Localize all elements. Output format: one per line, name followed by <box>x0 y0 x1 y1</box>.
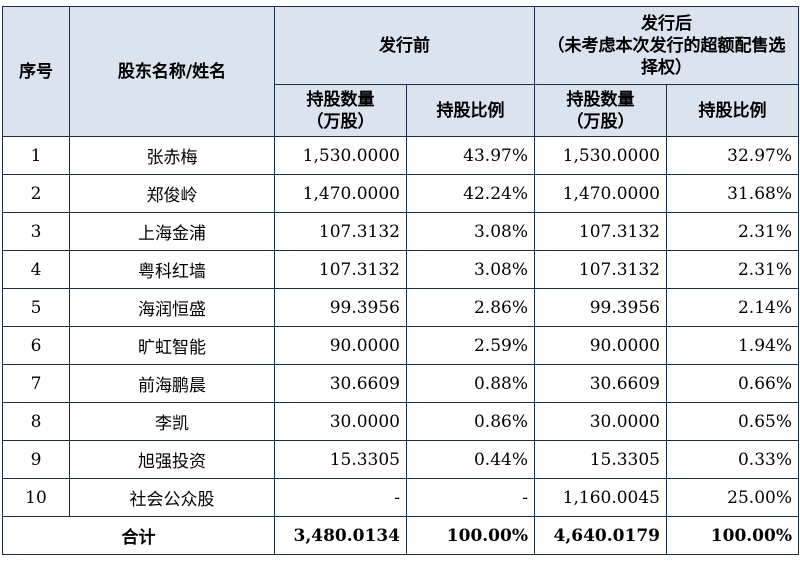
cell-before-ratio: 2.59% <box>406 326 535 365</box>
cell-before-ratio: - <box>406 478 535 517</box>
cell-before-ratio: 2.86% <box>406 288 535 327</box>
cell-seq: 10 <box>2 478 70 517</box>
header-before-issuance: 发行前 <box>274 6 535 85</box>
cell-after-shares: 107.3132 <box>534 250 667 289</box>
header-before-shares-unit: （万股） <box>306 111 375 132</box>
cell-name: 张赤梅 <box>69 136 275 175</box>
cell-after-ratio: 25.00% <box>666 478 799 517</box>
cell-before-ratio: 3.08% <box>406 212 535 251</box>
table-row: 2 郑俊岭 1,470.0000 42.24% 1,470.0000 31.68… <box>2 174 799 213</box>
total-row: 合计 3,480.0134 100.00% 4,640.0179 100.00% <box>2 516 799 555</box>
cell-after-ratio: 0.66% <box>666 364 799 403</box>
cell-before-shares: 30.6609 <box>274 364 407 403</box>
cell-name: 前海鹏晨 <box>69 364 275 403</box>
cell-before-ratio: 42.24% <box>406 174 535 213</box>
total-after-shares: 4,640.0179 <box>534 516 667 555</box>
cell-before-shares: 90.0000 <box>274 326 407 365</box>
cell-after-shares: 107.3132 <box>534 212 667 251</box>
table-row: 7 前海鹏晨 30.6609 0.88% 30.6609 0.66% <box>2 364 799 403</box>
header-after-issuance: 发行后 （未考虑本次发行的超额配售选择权） <box>534 6 799 85</box>
total-before-shares: 3,480.0134 <box>274 516 407 555</box>
cell-seq: 8 <box>2 402 70 441</box>
cell-before-shares: 107.3132 <box>274 250 407 289</box>
cell-after-ratio: 1.94% <box>666 326 799 365</box>
table-header: 序号 股东名称/姓名 发行前 发行后 （未考虑本次发行的超额配售选择权） 持股数… <box>2 6 799 137</box>
cell-before-ratio: 0.44% <box>406 440 535 479</box>
cell-after-shares: 30.0000 <box>534 402 667 441</box>
cell-name: 社会公众股 <box>69 478 275 517</box>
cell-before-ratio: 0.88% <box>406 364 535 403</box>
header-after-shares-label: 持股数量 <box>566 89 635 110</box>
header-before-ratio: 持股比例 <box>406 84 535 137</box>
cell-before-shares: 30.0000 <box>274 402 407 441</box>
table-body: 1 张赤梅 1,530.0000 43.97% 1,530.0000 32.97… <box>2 136 799 555</box>
cell-before-ratio: 43.97% <box>406 136 535 175</box>
cell-before-ratio: 0.86% <box>406 402 535 441</box>
header-after-note: （未考虑本次发行的超额配售选择权） <box>547 35 786 78</box>
cell-name: 旷虹智能 <box>69 326 275 365</box>
cell-name: 粤科红墙 <box>69 250 275 289</box>
shareholding-table: 序号 股东名称/姓名 发行前 发行后 （未考虑本次发行的超额配售选择权） 持股数… <box>2 6 799 555</box>
header-after-title: 发行后 <box>641 13 692 34</box>
table-row: 3 上海金浦 107.3132 3.08% 107.3132 2.31% <box>2 212 799 251</box>
cell-after-shares: 15.3305 <box>534 440 667 479</box>
cell-after-shares: 1,470.0000 <box>534 174 667 213</box>
cell-after-ratio: 31.68% <box>666 174 799 213</box>
cell-seq: 3 <box>2 212 70 251</box>
cell-after-ratio: 2.14% <box>666 288 799 327</box>
cell-name: 海润恒盛 <box>69 288 275 327</box>
cell-after-ratio: 0.33% <box>666 440 799 479</box>
cell-seq: 7 <box>2 364 70 403</box>
cell-seq: 4 <box>2 250 70 289</box>
cell-after-ratio: 2.31% <box>666 250 799 289</box>
total-label: 合计 <box>2 516 275 555</box>
cell-after-shares: 90.0000 <box>534 326 667 365</box>
header-seq: 序号 <box>2 6 70 137</box>
cell-after-ratio: 2.31% <box>666 212 799 251</box>
cell-after-ratio: 32.97% <box>666 136 799 175</box>
header-shareholder-name: 股东名称/姓名 <box>69 6 275 137</box>
header-after-shares: 持股数量 （万股） <box>534 84 667 137</box>
cell-before-shares: 1,530.0000 <box>274 136 407 175</box>
header-before-shares: 持股数量 （万股） <box>274 84 407 137</box>
table-row: 10 社会公众股 - - 1,160.0045 25.00% <box>2 478 799 517</box>
total-before-ratio: 100.00% <box>406 516 535 555</box>
cell-name: 上海金浦 <box>69 212 275 251</box>
cell-seq: 2 <box>2 174 70 213</box>
cell-name: 郑俊岭 <box>69 174 275 213</box>
cell-after-shares: 99.3956 <box>534 288 667 327</box>
cell-after-shares: 1,160.0045 <box>534 478 667 517</box>
table-row: 5 海润恒盛 99.3956 2.86% 99.3956 2.14% <box>2 288 799 327</box>
cell-seq: 5 <box>2 288 70 327</box>
cell-name: 李凯 <box>69 402 275 441</box>
header-after-ratio: 持股比例 <box>666 84 799 137</box>
cell-before-ratio: 3.08% <box>406 250 535 289</box>
cell-after-ratio: 0.65% <box>666 402 799 441</box>
cell-before-shares: 99.3956 <box>274 288 407 327</box>
cell-before-shares: 107.3132 <box>274 212 407 251</box>
header-before-shares-label: 持股数量 <box>306 89 375 110</box>
table-row: 1 张赤梅 1,530.0000 43.97% 1,530.0000 32.97… <box>2 136 799 175</box>
cell-after-shares: 30.6609 <box>534 364 667 403</box>
cell-seq: 6 <box>2 326 70 365</box>
cell-before-shares: 1,470.0000 <box>274 174 407 213</box>
cell-before-shares: 15.3305 <box>274 440 407 479</box>
cell-seq: 9 <box>2 440 70 479</box>
cell-before-shares: - <box>274 478 407 517</box>
total-after-ratio: 100.00% <box>666 516 799 555</box>
table-row: 4 粤科红墙 107.3132 3.08% 107.3132 2.31% <box>2 250 799 289</box>
header-after-shares-unit: （万股） <box>566 111 635 132</box>
cell-name: 旭强投资 <box>69 440 275 479</box>
cell-after-shares: 1,530.0000 <box>534 136 667 175</box>
cell-seq: 1 <box>2 136 70 175</box>
table-row: 8 李凯 30.0000 0.86% 30.0000 0.65% <box>2 402 799 441</box>
table-row: 6 旷虹智能 90.0000 2.59% 90.0000 1.94% <box>2 326 799 365</box>
table-row: 9 旭强投资 15.3305 0.44% 15.3305 0.33% <box>2 440 799 479</box>
